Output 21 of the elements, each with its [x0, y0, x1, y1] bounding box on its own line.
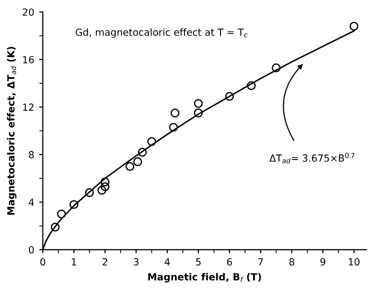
x-tick-label: 8	[289, 258, 294, 266]
x-tick-label: 2	[102, 258, 108, 266]
annotation: Gd, magnetocaloric effect at T = T$_{c}$	[76, 28, 248, 38]
y-tick-label: 8	[28, 151, 34, 158]
annotation: ΔT$_{ad}$= 3.675×B$^{0.7}$	[269, 152, 354, 164]
x-tick-label: 7	[258, 258, 263, 266]
x-tick-label: 5	[196, 258, 201, 266]
y-tick-label: 16	[23, 56, 34, 64]
x-tick-label: 9	[320, 258, 326, 266]
x-tick-label: 10	[348, 258, 360, 266]
x-tick-label: 3	[134, 258, 138, 266]
x-tick-label: 1	[72, 258, 76, 266]
y-tick-label: 20	[22, 8, 34, 16]
y-tick-label: 12	[23, 104, 34, 111]
y-tick-label: 4	[28, 198, 34, 206]
y-axis-title: Magnetocaloric effect, ΔT$_{ad}$ (K)	[6, 46, 16, 215]
x-tick-label: 4	[164, 258, 170, 266]
x-tick-label: 0	[40, 258, 46, 266]
y-tick-label: 0	[28, 246, 34, 254]
x-axis-title: Magnetic field, B$_{f}$ (T)	[148, 272, 261, 282]
x-tick-label: 6	[227, 258, 232, 266]
